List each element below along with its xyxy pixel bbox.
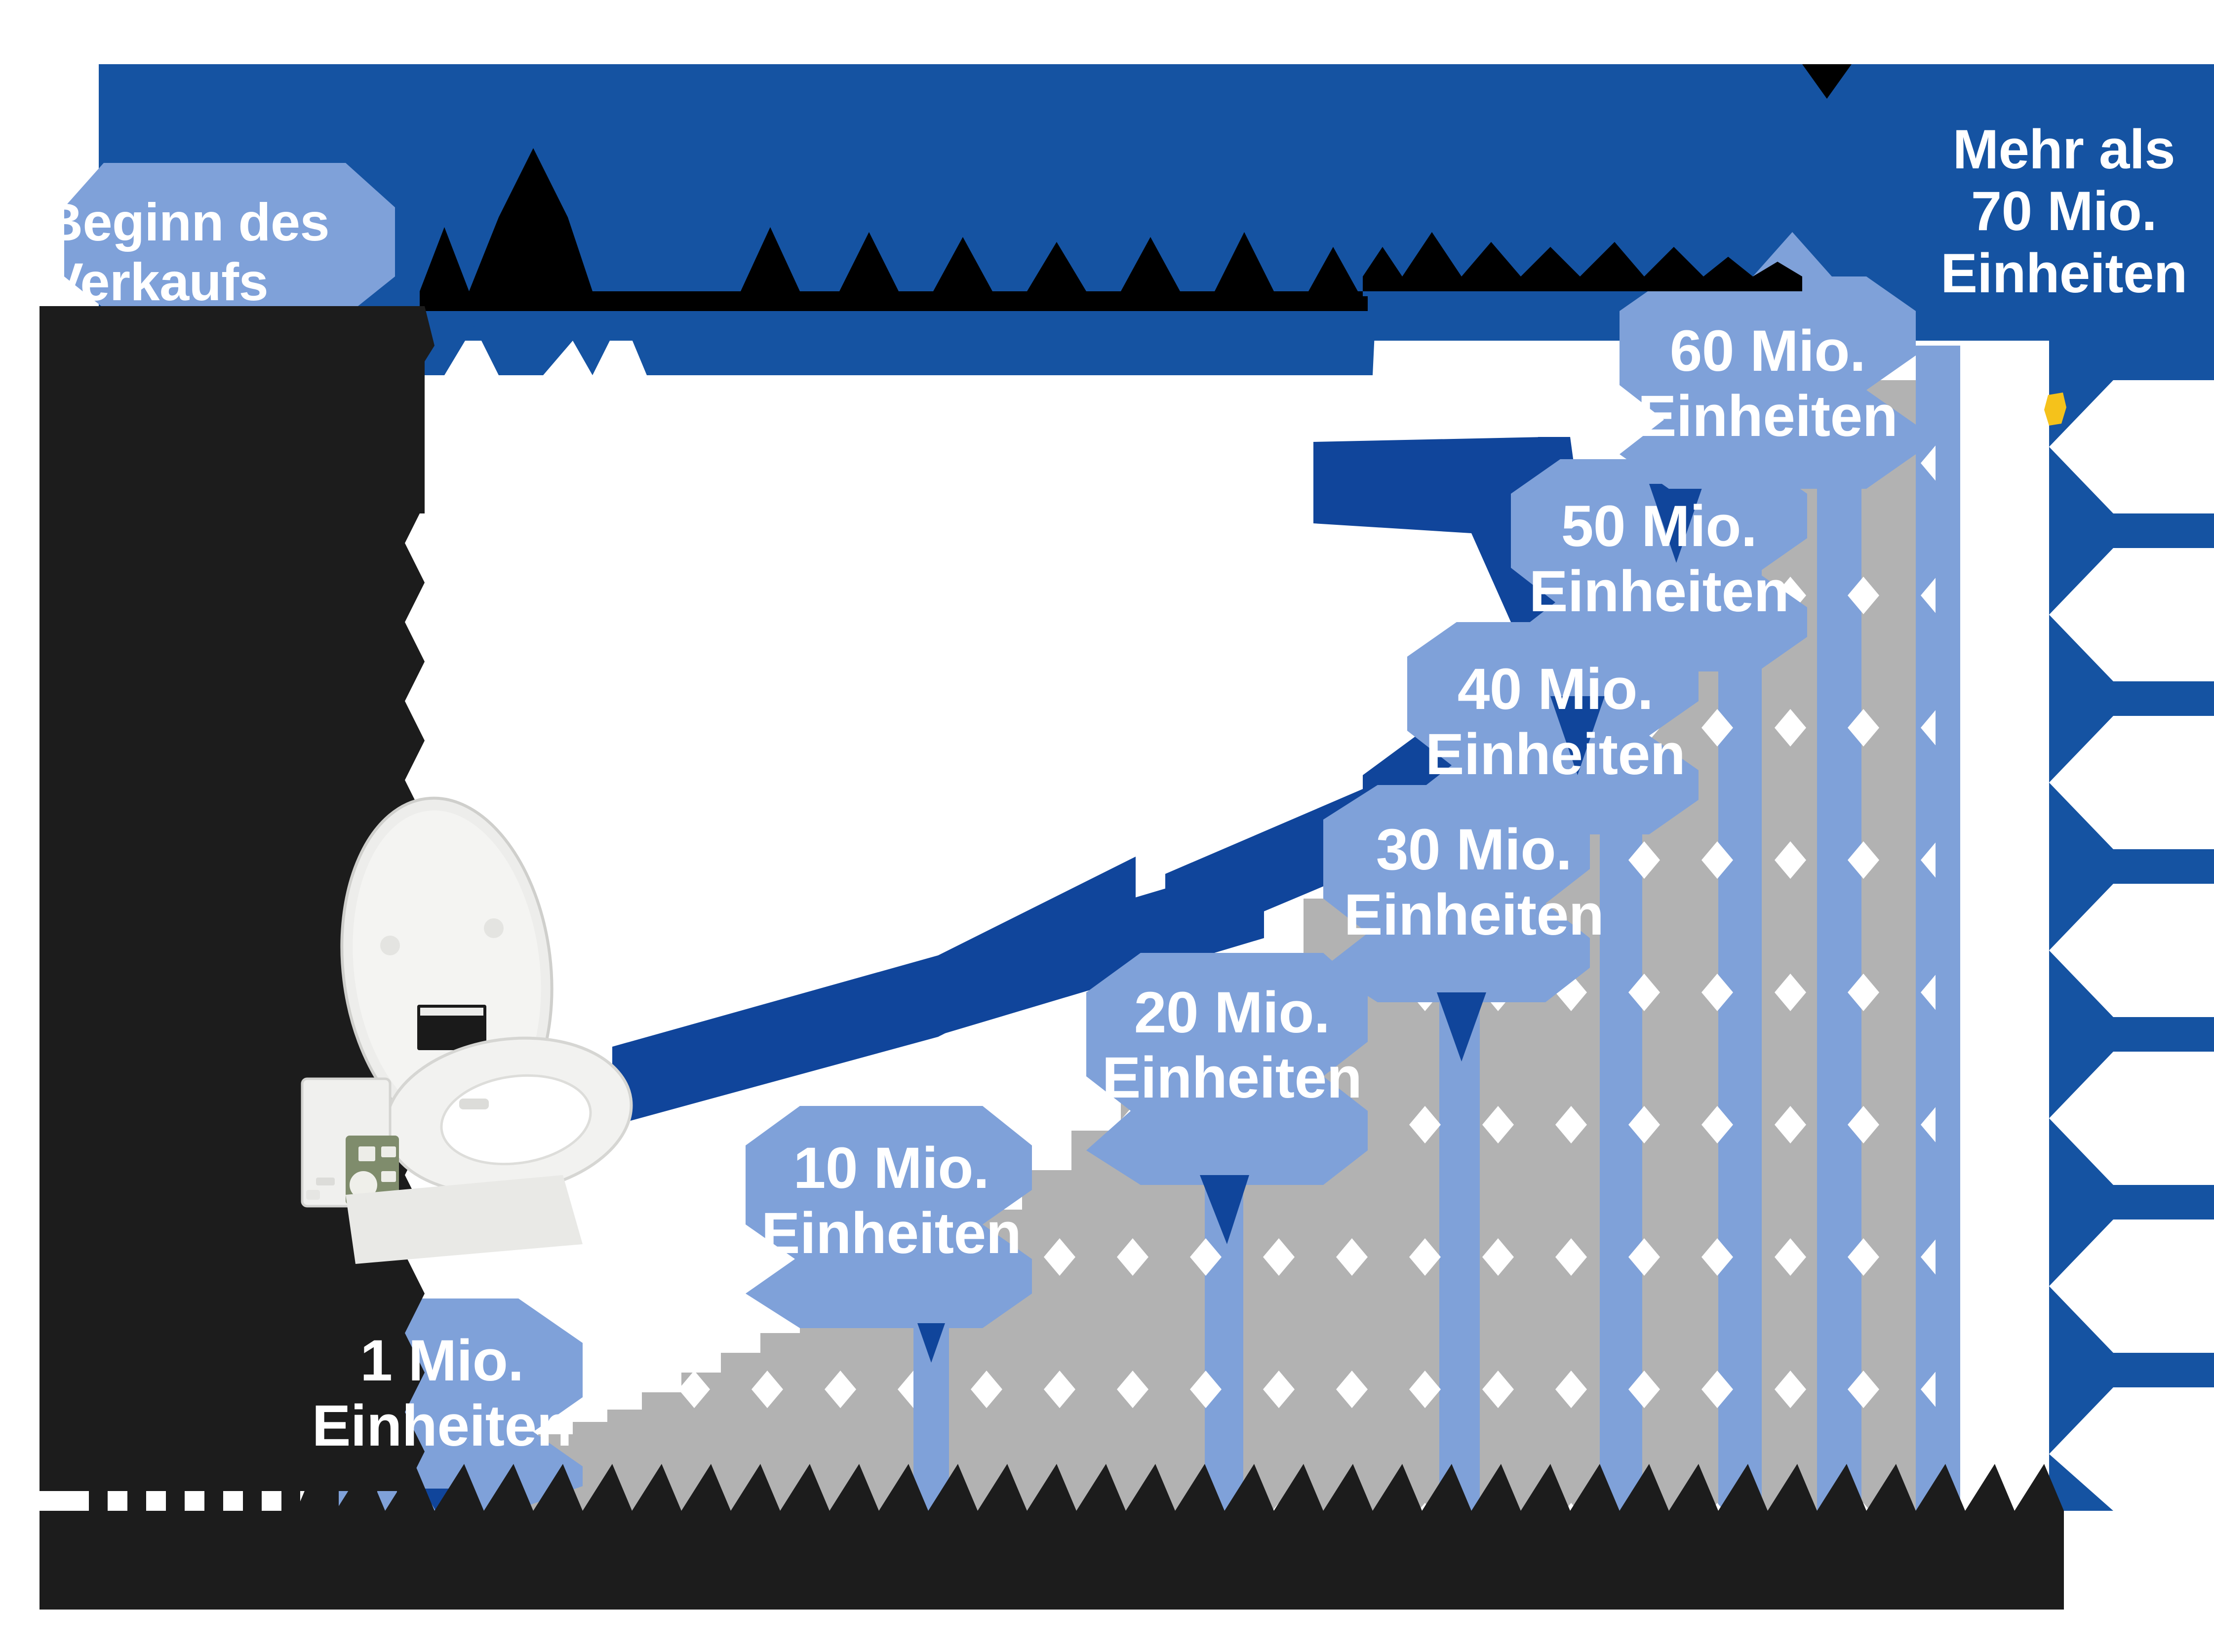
callout-10-mio [746,1106,1032,1427]
bottom-sawtooth-band [40,1456,2064,1610]
callout-40-mio [1407,622,1699,834]
callout-20-mio [1086,953,1368,1244]
callout-50-mio [1511,459,1807,671]
washlet-product-illustration [301,796,633,1264]
gold-accent-chip [2044,393,2066,426]
right-blue-band [2049,64,2214,1511]
callout-30-mio [1323,785,1590,1062]
